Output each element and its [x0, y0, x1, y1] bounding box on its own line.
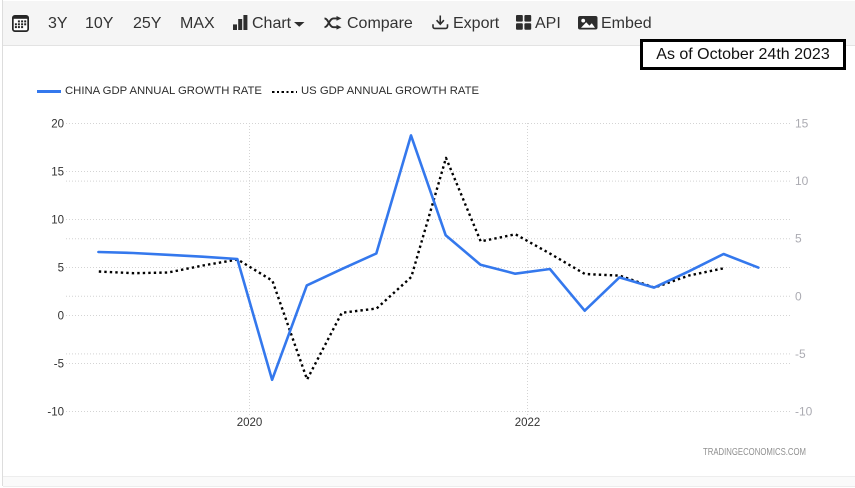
- svg-text:-5: -5: [54, 359, 64, 371]
- svg-text:-10: -10: [795, 405, 813, 419]
- svg-text:10: 10: [51, 215, 64, 227]
- svg-text:TRADINGECONOMICS.COM: TRADINGECONOMICS.COM: [703, 447, 806, 458]
- svg-text:-10: -10: [47, 407, 64, 419]
- svg-text:5: 5: [58, 263, 64, 275]
- svg-text:2020: 2020: [237, 417, 263, 429]
- svg-text:5: 5: [795, 232, 802, 246]
- svg-text:0: 0: [58, 311, 64, 323]
- svg-text:15: 15: [795, 117, 809, 131]
- svg-text:20: 20: [51, 119, 64, 131]
- svg-text:-5: -5: [795, 347, 806, 361]
- svg-text:10: 10: [795, 174, 809, 188]
- svg-text:15: 15: [51, 167, 64, 179]
- svg-text:2022: 2022: [515, 417, 541, 429]
- svg-text:0: 0: [795, 289, 802, 303]
